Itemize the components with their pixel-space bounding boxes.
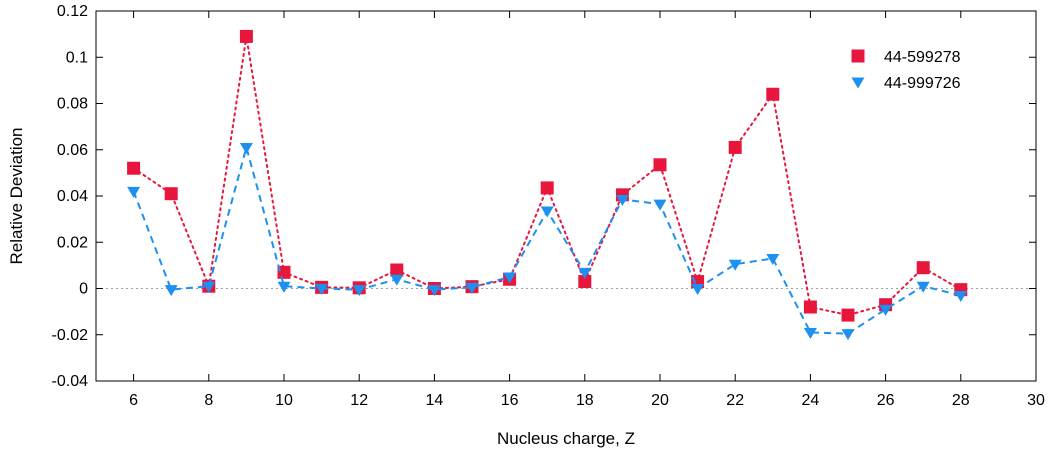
data-point	[653, 158, 667, 172]
data-point	[239, 29, 253, 43]
data-point	[916, 281, 930, 293]
y-tick-label: -0.04	[52, 373, 89, 390]
legend-marker	[851, 49, 865, 63]
data-point	[239, 142, 253, 154]
data-point	[315, 284, 329, 295]
data-point	[503, 272, 517, 284]
legend-label: 44-599278	[884, 49, 961, 66]
y-tick-label: 0.1	[66, 49, 88, 66]
y-axis-title: Relative Deviation	[7, 127, 26, 264]
data-point	[578, 275, 592, 289]
data-point	[465, 282, 479, 294]
x-tick-label: 26	[877, 392, 895, 409]
data-point	[277, 265, 291, 279]
y-tick-label: 0.08	[57, 96, 88, 113]
x-tick-label: 8	[204, 392, 213, 409]
series-layer	[127, 29, 968, 341]
data-point	[427, 285, 441, 297]
data-point	[164, 285, 178, 297]
x-tick-label: 24	[802, 392, 820, 409]
data-point	[127, 161, 141, 175]
x-tick-label: 20	[651, 392, 669, 409]
y-tick-label: 0.04	[57, 188, 88, 205]
data-point	[277, 281, 291, 293]
data-point	[728, 259, 742, 271]
data-point	[127, 186, 141, 198]
data-point	[766, 253, 780, 265]
x-tick-label: 10	[275, 392, 293, 409]
data-point	[578, 267, 592, 279]
data-point	[803, 300, 817, 314]
x-tick-label: 30	[1027, 392, 1045, 409]
series-44-999726	[127, 142, 968, 341]
x-tick-label: 22	[726, 392, 744, 409]
x-tick-label: 16	[501, 392, 519, 409]
x-tick-label: 28	[952, 392, 970, 409]
data-point	[540, 206, 554, 218]
x-tick-label: 18	[576, 392, 594, 409]
x-tick-label: 14	[426, 392, 444, 409]
series-line	[132, 143, 962, 335]
data-point	[841, 308, 855, 322]
data-point	[728, 140, 742, 154]
legend-label: 44-999726	[884, 75, 961, 92]
data-point	[202, 281, 216, 293]
legend: 44-599278 44-999726	[851, 49, 961, 92]
x-tick-label: 12	[350, 392, 368, 409]
axis-ticks: 6 8 10 12 14 16 18 20 22 24 26 28 30 -0.04 -0.02 0 0.02 0…	[52, 3, 1045, 409]
data-point	[841, 329, 855, 341]
data-point	[916, 261, 930, 275]
x-axis-title: Nucleus charge, Z	[497, 429, 635, 448]
y-tick-label: 0	[79, 281, 88, 298]
data-point	[691, 284, 705, 295]
data-point	[390, 263, 404, 277]
data-point	[766, 87, 780, 101]
data-point	[390, 274, 404, 286]
data-point	[352, 285, 366, 297]
x-tick-label: 6	[129, 392, 138, 409]
data-point	[653, 199, 667, 211]
legend-marker	[851, 77, 865, 89]
y-tick-label: 0.06	[57, 142, 88, 159]
data-point	[879, 304, 893, 316]
series-line	[132, 36, 962, 317]
data-point	[615, 194, 629, 206]
y-tick-label: 0.02	[57, 234, 88, 251]
data-point	[540, 181, 554, 195]
y-tick-label: -0.02	[52, 327, 89, 344]
data-point	[164, 187, 178, 201]
data-point	[803, 327, 817, 339]
y-tick-label: 0.12	[57, 3, 88, 20]
data-point	[954, 290, 968, 302]
plot-area	[95, 10, 1037, 382]
